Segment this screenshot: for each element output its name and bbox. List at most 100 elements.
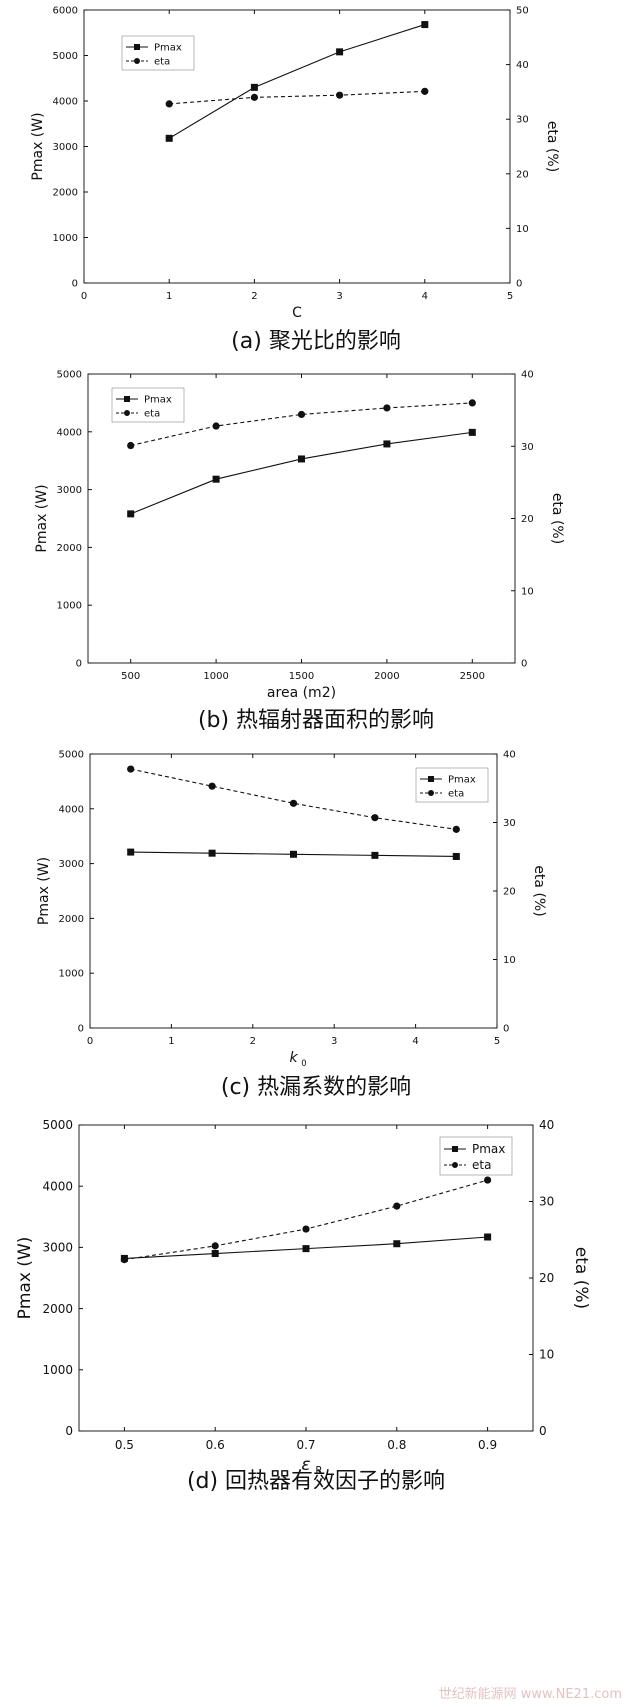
y2-tick-label: 0	[539, 1424, 547, 1438]
data-point-eta	[421, 87, 429, 95]
y-tick-label: 0	[76, 659, 82, 670]
x-axis-label: ε	[301, 1455, 310, 1475]
series-line-eta	[130, 768, 457, 830]
y2-axis-label: eta (%)	[571, 1247, 591, 1309]
data-point-eta	[289, 799, 298, 807]
y2-axis-label: eta (%)	[544, 121, 560, 172]
data-point-Pmax	[336, 48, 344, 56]
y2-tick-label: 10	[516, 224, 529, 235]
data-point-Pmax	[302, 1245, 310, 1253]
x-tick-label: 1500	[289, 671, 314, 682]
y2-tick-label: 10	[503, 955, 516, 966]
x-tick-label: 2	[251, 291, 257, 302]
x-axis-label: area (m2)	[267, 685, 336, 701]
x-tick-label: 3	[336, 291, 342, 302]
legend-marker-Pmax	[428, 776, 434, 782]
data-point-eta	[212, 422, 220, 430]
figure-caption: (b) 热辐射器面积的影响	[198, 708, 434, 733]
series-line-eta	[130, 402, 473, 447]
x-tick-label: 1	[166, 291, 172, 302]
x-tick-label: 0.6	[206, 1438, 225, 1452]
legend-label-eta: eta	[448, 789, 464, 800]
y2-tick-label: 30	[503, 818, 516, 829]
data-point-eta	[336, 91, 344, 99]
legend-box	[121, 35, 195, 71]
data-point-Pmax	[290, 850, 297, 858]
y2-tick-label: 20	[521, 514, 534, 525]
y2-axis-label: eta (%)	[531, 865, 547, 916]
legend-marker-eta	[124, 410, 130, 416]
x-tick-label: 4	[412, 1036, 418, 1047]
data-point-Pmax	[211, 1250, 219, 1258]
figure-caption: (a) 聚光比的影响	[231, 329, 401, 354]
data-point-eta	[127, 441, 135, 450]
y2-tick-label: 30	[521, 442, 534, 453]
y-tick-label: 1000	[53, 233, 78, 244]
legend-label-eta: eta	[472, 1158, 491, 1172]
x-axis-label-subscript: R	[315, 1466, 322, 1477]
data-point-Pmax	[212, 475, 220, 483]
legend-label-Pmax: Pmax	[448, 775, 476, 786]
data-point-Pmax	[383, 440, 391, 448]
x-tick-label: 1	[168, 1036, 174, 1047]
data-point-Pmax	[452, 852, 460, 860]
legend-box	[439, 1136, 513, 1176]
x-tick-label: 5	[494, 1036, 500, 1047]
chart-panel-0: 0 1 2 3 4 50100020003000400050006000010203040…	[30, 6, 560, 355]
data-point-eta	[452, 825, 460, 833]
legend-marker-eta	[452, 1162, 458, 1168]
y-tick-label: 4000	[53, 97, 78, 108]
data-point-Pmax	[468, 428, 476, 436]
legend-marker-eta	[134, 58, 140, 64]
y-axis-label: Pmax (W)	[30, 112, 46, 180]
y2-tick-label: 20	[539, 1271, 554, 1285]
legend-marker-eta	[428, 790, 434, 796]
y-tick-label: 1000	[59, 969, 84, 980]
data-point-eta	[165, 100, 173, 108]
legend-label-eta: eta	[144, 409, 160, 420]
y2-tick-label: 50	[516, 6, 529, 17]
y2-tick-label: 10	[539, 1348, 554, 1362]
y2-tick-label: 20	[503, 887, 516, 898]
y2-tick-label: 20	[516, 169, 529, 180]
data-point-Pmax	[393, 1240, 401, 1248]
figure-caption: (d) 回热器有效因子的影响	[187, 1469, 445, 1494]
legend-label-Pmax: Pmax	[154, 43, 182, 54]
series-line-Pmax	[130, 431, 473, 515]
y-tick-label: 3000	[57, 485, 82, 496]
data-point-Pmax	[208, 849, 216, 857]
data-point-eta	[127, 765, 135, 773]
legend-marker-Pmax	[134, 44, 140, 50]
legend-box	[415, 767, 489, 803]
x-tick-label: 2000	[374, 671, 399, 682]
y-tick-label: 5000	[59, 750, 84, 761]
data-point-eta	[393, 1202, 401, 1210]
y-tick-label: 0	[65, 1424, 73, 1438]
x-tick-label: 0	[81, 291, 87, 302]
data-point-eta	[484, 1176, 492, 1184]
data-point-eta	[120, 1256, 128, 1264]
legend-label-Pmax: Pmax	[144, 395, 172, 406]
legend-label-eta: eta	[154, 57, 170, 68]
y-tick-label: 4000	[42, 1179, 73, 1193]
y-tick-label: 2000	[42, 1302, 73, 1316]
watermark: 世纪新能源网 www.NE21.com	[439, 1686, 622, 1702]
data-point-eta	[468, 399, 476, 407]
y-tick-label: 0	[72, 279, 78, 290]
x-tick-label: 0	[87, 1036, 93, 1047]
legend-label-Pmax: Pmax	[472, 1142, 505, 1156]
chart-panel-1: 500 1000 1500 2000 2500 0 1000 2000 3000 4000 5000…	[34, 370, 565, 734]
y2-tick-label: 40	[503, 750, 516, 761]
y-tick-label: 3000	[59, 859, 84, 870]
legend-marker-Pmax	[452, 1146, 458, 1152]
legend-box	[111, 387, 185, 423]
y2-tick-label: 0	[521, 659, 527, 670]
x-tick-label: 1000	[203, 671, 228, 682]
y-tick-label: 3000	[53, 142, 78, 153]
data-point-Pmax	[127, 510, 135, 518]
chart-panel-2: 0 1 2 3 4 5010002000300040005000010203040Pmax…	[36, 750, 547, 1101]
data-point-eta	[211, 1242, 219, 1250]
y2-tick-label: 30	[516, 115, 529, 126]
y-tick-label: 4000	[57, 427, 82, 438]
